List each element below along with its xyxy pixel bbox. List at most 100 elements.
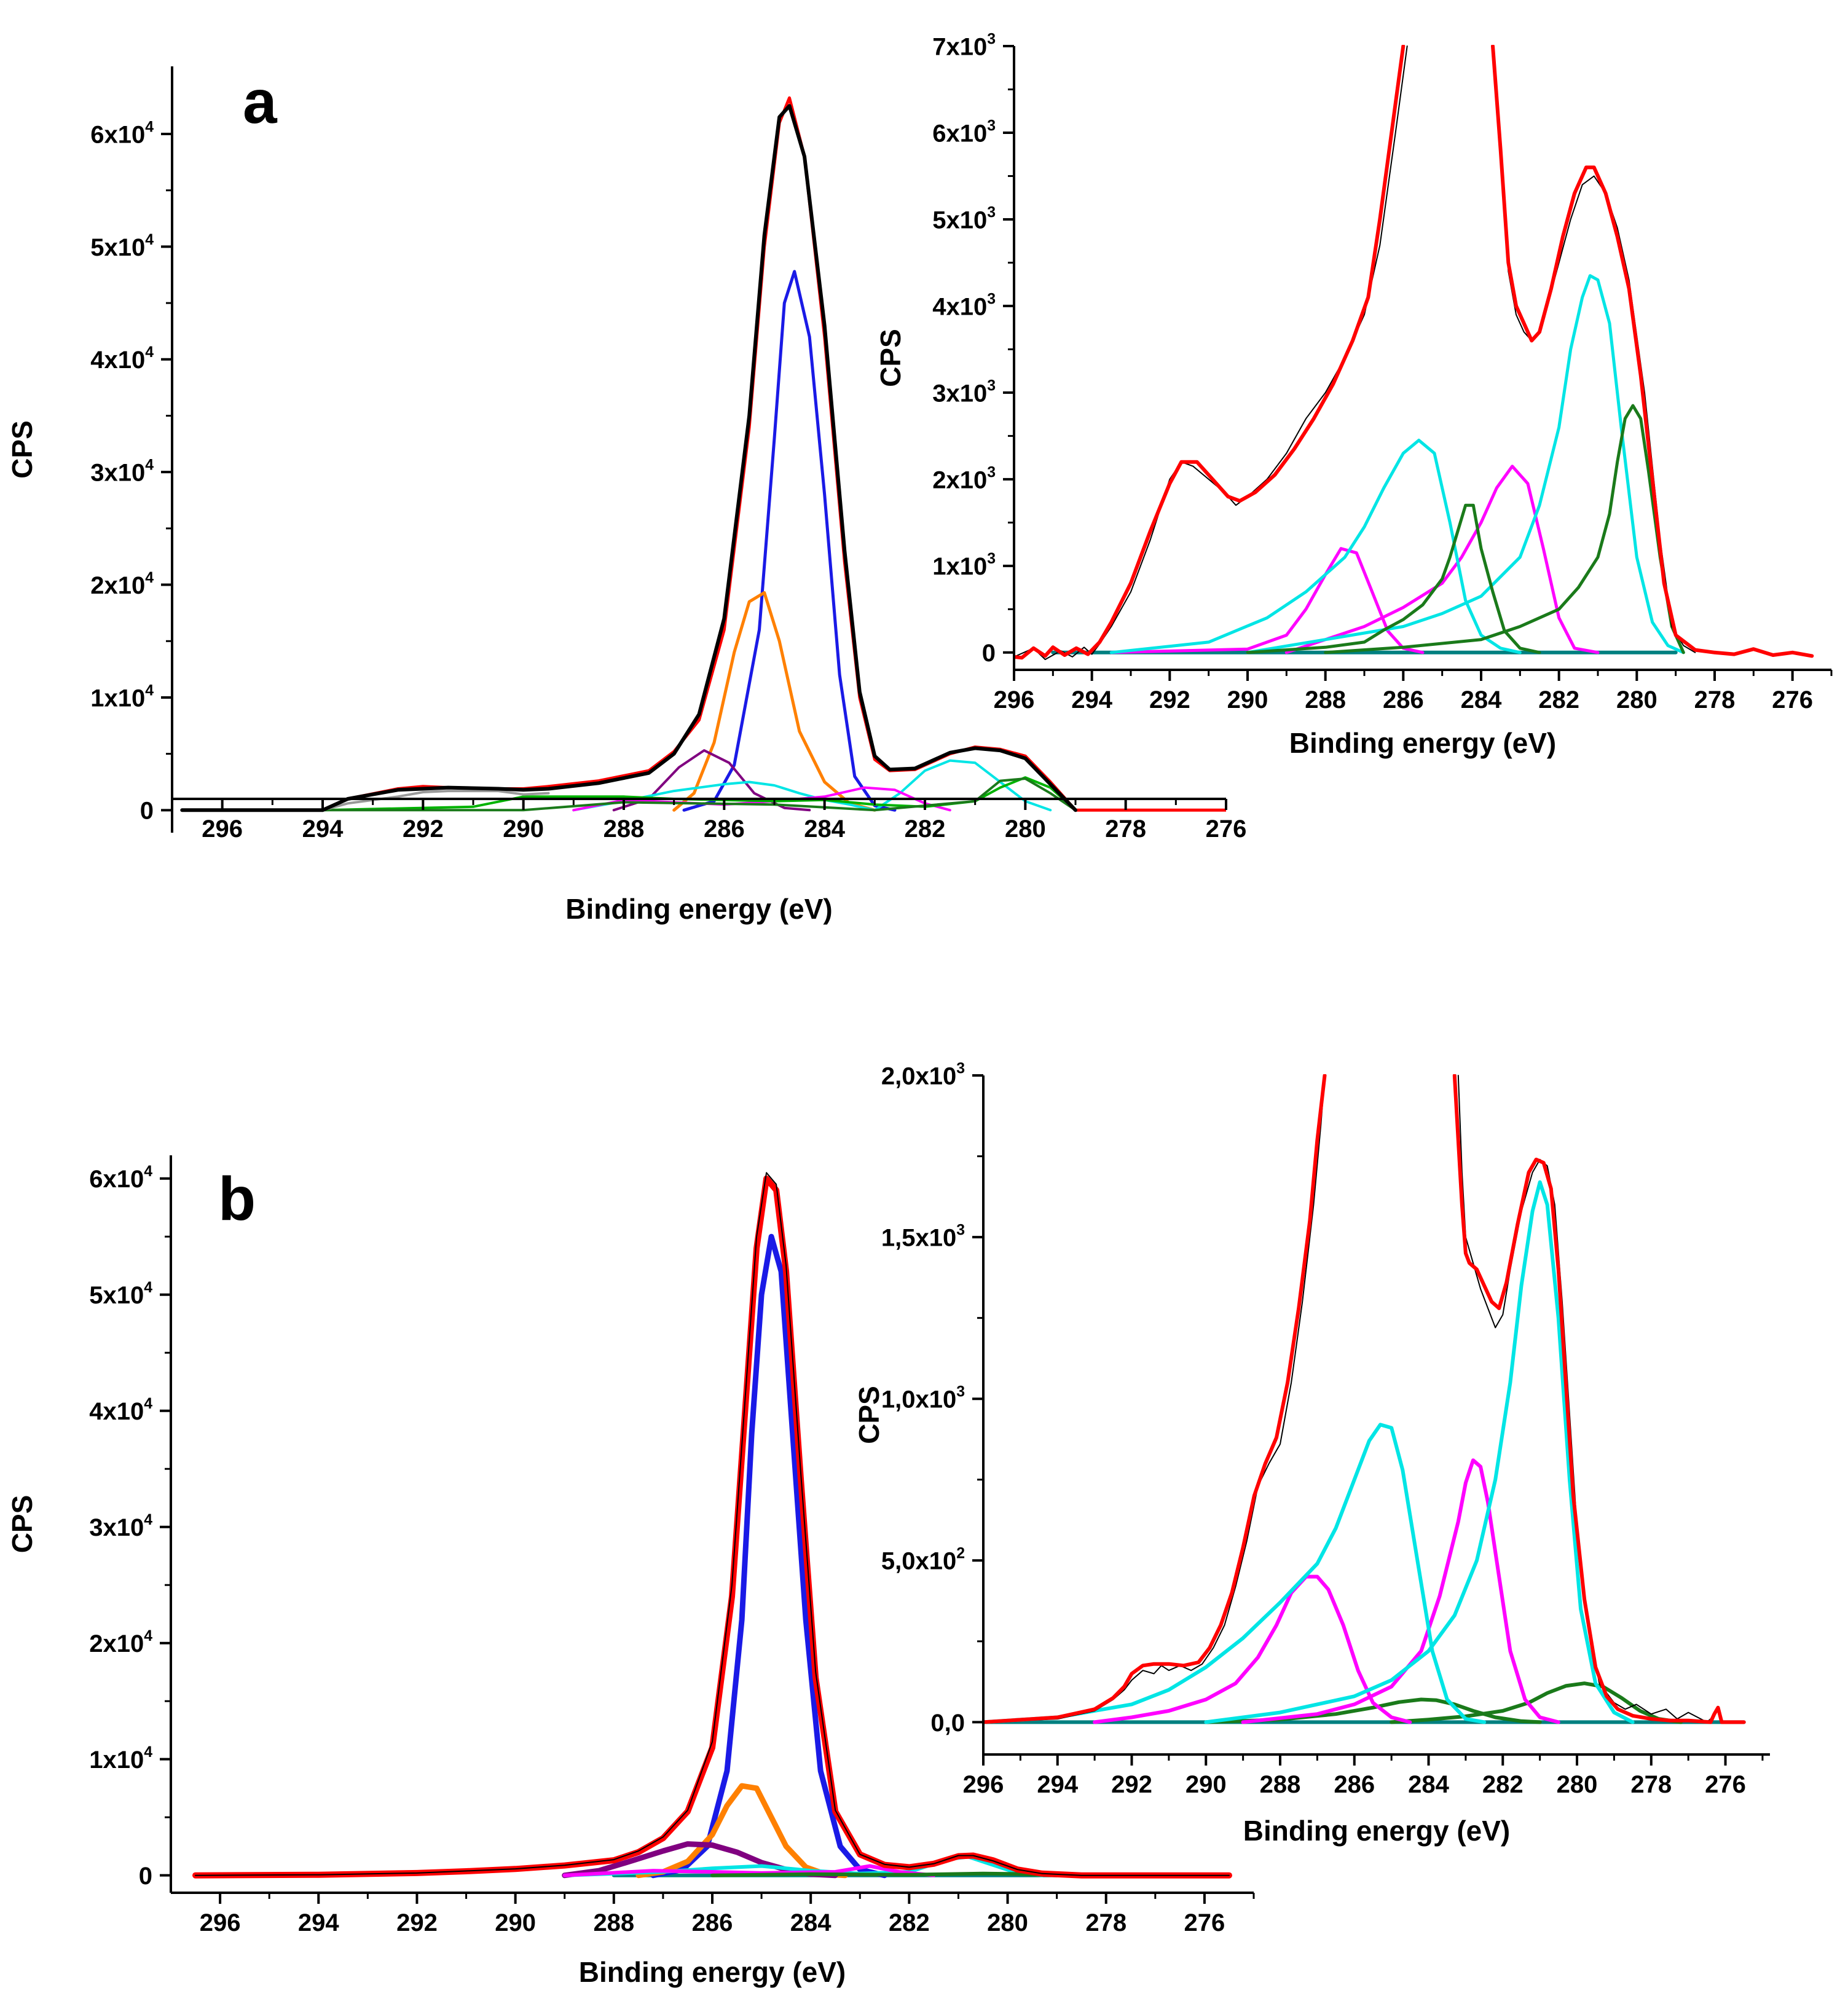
series-cyan-component (562, 1855, 1044, 1877)
x-tick-label: 282 (1538, 686, 1579, 713)
series-fit-envelope-right (1491, 45, 1814, 658)
series-cyan-1 (1109, 438, 1522, 654)
x-tick-label: 292 (396, 1909, 438, 1936)
y-axis-title: CPS (875, 329, 906, 387)
x-tick-label: 276 (1705, 1771, 1746, 1798)
x-tick-label: 284 (1408, 1771, 1449, 1798)
x-tick-label: 276 (1206, 815, 1247, 843)
y-tick-label: 6x104 (89, 1163, 152, 1193)
x-tick-label: 280 (1005, 815, 1046, 843)
x-tick-label: 292 (1111, 1771, 1152, 1798)
y-tick-label: 3x104 (90, 457, 154, 487)
x-tick-label: 288 (593, 1909, 634, 1936)
series-fit-envelope-right (1452, 1074, 1746, 1724)
x-tick-label: 294 (302, 815, 344, 843)
x-tick-label: 286 (704, 815, 745, 843)
x-tick-label: 278 (1085, 1909, 1126, 1936)
series-fit-envelope (983, 1074, 1327, 1724)
panel-label: a (243, 68, 278, 136)
y-tick-label: 4x104 (90, 344, 154, 374)
chart-b-main: 296 294 292 290 288 286 284 282 280 278 276 0 1x104 2… (6, 1155, 1255, 1988)
series-magenta-1 (1109, 547, 1425, 654)
x-tick-label: 288 (1260, 1771, 1301, 1798)
series-dark-green-2 (1324, 404, 1685, 654)
x-tick-label: 294 (1037, 1771, 1078, 1798)
x-tick-label: 284 (790, 1909, 832, 1936)
x-tick-label: 276 (1772, 686, 1813, 713)
series-magenta-component (562, 1864, 936, 1877)
y-tick-label: 1x104 (89, 1744, 152, 1774)
x-tick-label: 296 (202, 815, 243, 843)
y-tick-label: 6x103 (932, 117, 996, 147)
y-tick-label: 1,5x103 (881, 1222, 965, 1251)
y-tick-label: 6x104 (90, 119, 154, 148)
chart-b-inset: 296 294 292 290 288 286 284 282 280 278 276 0,0 5,0x… (853, 1060, 1770, 1847)
y-tick-label: 7x103 (932, 31, 996, 60)
y-axis-title: CPS (6, 420, 38, 479)
x-axis-title: Binding energy (eV) (1289, 727, 1556, 759)
y-tick-label: 1,0x103 (881, 1384, 965, 1413)
series-cyan-1 (983, 1423, 1487, 1724)
x-tick-label: 288 (1305, 686, 1346, 713)
y-tick-label: 3x104 (89, 1512, 152, 1541)
x-tick-label: 294 (298, 1909, 339, 1936)
y-tick-label: 4x104 (89, 1396, 152, 1425)
y-tick-label: 0 (139, 1863, 152, 1890)
series-c-o-component (672, 591, 876, 812)
y-tick-label: 1x104 (90, 682, 154, 712)
y-tick-label: 0,0 (930, 1710, 965, 1737)
x-axis-title: Binding energy (eV) (579, 1956, 846, 1988)
x-tick-label: 280 (1616, 686, 1657, 713)
y-tick-label: 5x103 (932, 204, 996, 234)
x-tick-label: 296 (200, 1909, 241, 1936)
x-tick-label: 296 (963, 1771, 1004, 1798)
plot-area (192, 1172, 1232, 1879)
x-tick-label: 292 (403, 815, 444, 843)
series-c-c-component (650, 1233, 887, 1879)
y-axis-title: CPS (853, 1386, 885, 1444)
series-measured-data (983, 1075, 1326, 1723)
y-tick-label: 0 (140, 798, 154, 825)
x-tick-label: 278 (1105, 815, 1146, 843)
y-tick-label: 0 (982, 640, 996, 667)
x-tick-label: 280 (1557, 1771, 1598, 1798)
x-tick-label: 296 (994, 686, 1035, 713)
x-tick-label: 276 (1184, 1909, 1225, 1936)
y-tick-label: 3x103 (932, 377, 996, 407)
x-tick-label: 284 (1461, 686, 1502, 713)
y-tick-label: 5x104 (89, 1279, 152, 1309)
x-tick-label: 290 (503, 815, 544, 843)
plot-area (1014, 45, 1814, 661)
x-tick-label: 282 (1482, 1771, 1524, 1798)
series-dark-green-component (710, 1871, 1059, 1877)
y-axis-title: CPS (6, 1495, 38, 1554)
series-magenta-2 (1284, 465, 1600, 654)
series-measured-data (195, 1172, 1230, 1876)
x-tick-label: 282 (889, 1909, 930, 1936)
plot-area (983, 1074, 1746, 1724)
x-tick-label: 294 (1071, 686, 1112, 713)
x-axis-title: Binding energy (eV) (1243, 1815, 1510, 1847)
series-magenta-2 (1241, 1458, 1560, 1724)
series-c-c-component (682, 270, 897, 812)
x-tick-label: 290 (1227, 686, 1268, 713)
x-tick-label: 286 (692, 1909, 733, 1936)
x-tick-label: 290 (495, 1909, 536, 1936)
series-fit-envelope (1014, 45, 1406, 660)
y-tick-label: 5x104 (90, 232, 154, 261)
chart-a-inset: 296 294 292 290 288 286 284 282 280 278 276 0 1x103 2… (875, 31, 1833, 759)
x-tick-label: 288 (604, 815, 645, 843)
x-tick-label: 278 (1630, 1771, 1672, 1798)
y-tick-label: 4x103 (932, 291, 996, 320)
series-measured-data (180, 104, 1077, 812)
x-tick-label: 286 (1383, 686, 1424, 713)
x-tick-label: 292 (1149, 686, 1190, 713)
x-axis-title: Binding energy (eV) (565, 893, 832, 925)
series-dark-green-1 (1204, 1697, 1542, 1724)
x-tick-label: 290 (1185, 1771, 1227, 1798)
panel-label: b (218, 1165, 256, 1233)
x-tick-label: 278 (1694, 686, 1736, 713)
x-tick-label: 286 (1334, 1771, 1375, 1798)
series-cyan-2 (1246, 274, 1685, 654)
